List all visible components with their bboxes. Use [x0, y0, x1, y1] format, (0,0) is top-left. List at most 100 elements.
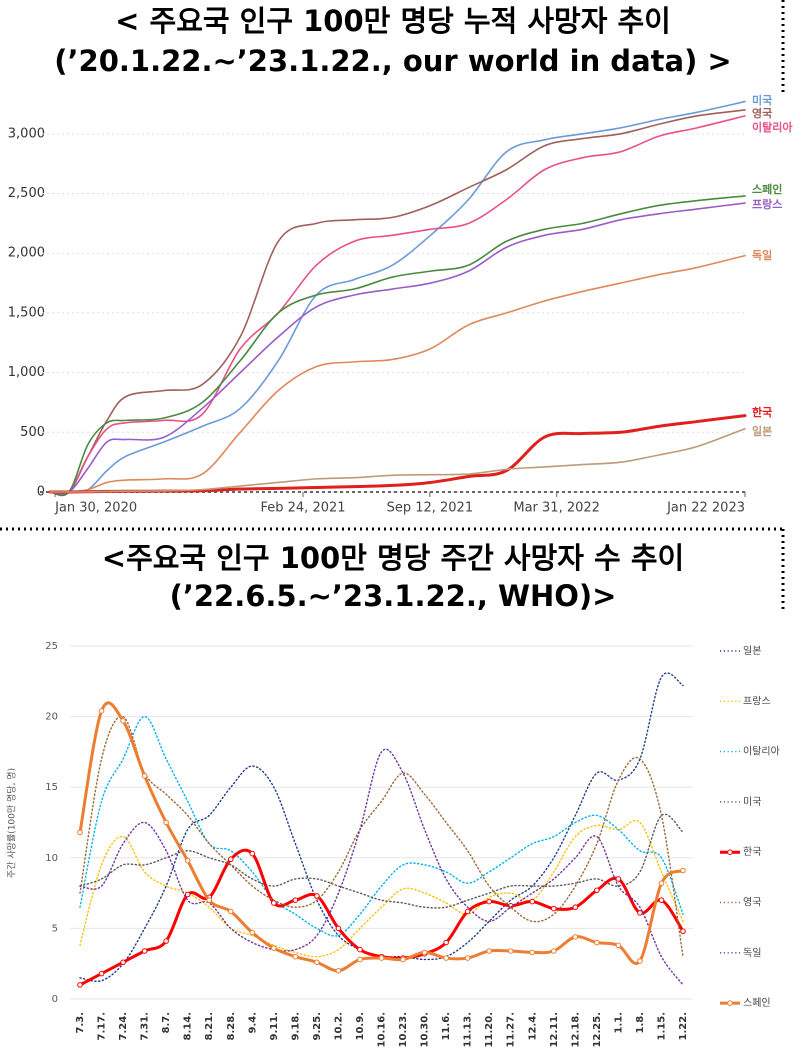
legend-label: 영국: [743, 897, 761, 909]
x-tick-label: 11.27.: [506, 1012, 517, 1047]
y-tick-label: 2,500: [8, 186, 45, 201]
data-point: [507, 948, 514, 954]
x-tick-label: 10.2.: [333, 1012, 344, 1040]
x-tick-label: 9.18.: [290, 1012, 301, 1040]
y-tick-label: 1,500: [8, 305, 45, 320]
chart-title: < 주요국 인구 100만 명당 누적 사망자 추이: [115, 4, 671, 38]
data-point: [120, 959, 126, 966]
data-point: [658, 880, 665, 887]
data-point: [464, 908, 471, 915]
series-line: [79, 672, 684, 982]
series-line: [49, 195, 746, 497]
data-point: [637, 910, 643, 916]
data-point: [680, 867, 686, 874]
x-tick-label: 7.31.: [140, 1012, 151, 1040]
legend-label: 프랑스: [743, 695, 771, 707]
series-line: [79, 819, 684, 958]
x-tick-label: 8.28.: [226, 1012, 237, 1040]
x-tick-label: 9.4.: [247, 1012, 258, 1034]
data-point: [249, 850, 256, 857]
data-point: [163, 819, 169, 826]
series-line: [78, 848, 685, 987]
series-line: [79, 715, 684, 937]
x-tick-label: 10.23.: [398, 1012, 409, 1047]
x-tick-label: 12.11.: [549, 1012, 560, 1047]
series-line: [49, 427, 746, 493]
x-tick-label: 11.13.: [463, 1012, 474, 1047]
y-tick-label: 0: [52, 994, 58, 1005]
series-line: [49, 202, 746, 495]
legend-label: 한국: [743, 846, 761, 858]
series-line: [49, 100, 746, 493]
x-tick-label: 10.16.: [377, 1012, 388, 1047]
series-label: 영국: [752, 107, 772, 120]
data-point: [292, 897, 299, 903]
data-point: [98, 708, 105, 714]
series-label: 스페인: [752, 182, 782, 196]
chart-subtitle: (’20.1.22.~’23.1.22., our world in data)…: [54, 44, 731, 78]
data-point: [357, 956, 363, 963]
data-point: [184, 857, 191, 864]
series-label: 이탈리아: [752, 120, 793, 134]
data-point: [141, 948, 148, 954]
x-tick-label: 12.4.: [527, 1012, 538, 1040]
legend-label: 미국: [743, 796, 761, 808]
legend-marker: [727, 849, 733, 856]
data-point: [594, 939, 600, 946]
y-tick-label: 500: [20, 425, 45, 440]
x-tick-label: 12.25.: [592, 1012, 603, 1047]
data-point: [292, 953, 299, 960]
data-point: [594, 887, 600, 894]
data-point: [421, 949, 428, 956]
data-point: [486, 948, 492, 954]
data-point: [227, 856, 234, 863]
data-point: [550, 948, 557, 954]
data-point: [443, 939, 449, 946]
x-tick-label: 9.25.: [312, 1012, 323, 1040]
data-point: [529, 949, 536, 956]
y-tick-label: 20: [45, 712, 58, 723]
data-point: [443, 955, 449, 961]
legend-label: 스페인: [743, 997, 771, 1009]
x-tick-label: Jan 30, 2020: [54, 501, 137, 516]
data-point: [357, 946, 363, 953]
y-tick-label: 10: [45, 853, 58, 864]
y-axis-label: 주간 사망률(100만 명당, 명): [7, 768, 18, 878]
x-tick-label: 1.8.: [635, 1012, 646, 1034]
data-point: [680, 928, 686, 935]
x-tick-label: 7.24.: [118, 1012, 129, 1040]
series-label: 프랑스: [752, 198, 782, 211]
y-tick-label: 5: [52, 923, 58, 934]
data-point: [206, 897, 213, 903]
data-point: [120, 718, 126, 724]
data-point: [400, 956, 406, 963]
data-point: [271, 945, 277, 951]
series-line: [49, 109, 746, 496]
series-line: [48, 414, 747, 494]
y-tick-label: 25: [45, 641, 58, 652]
series-label: 미국: [752, 93, 772, 107]
data-point: [163, 938, 169, 944]
x-tick-label: 8.14.: [183, 1012, 194, 1040]
data-point: [335, 925, 342, 932]
data-point: [615, 942, 622, 949]
data-point: [314, 959, 320, 966]
x-tick-label: Feb 24, 2021: [260, 501, 345, 516]
data-point: [658, 897, 665, 903]
data-point: [550, 905, 557, 912]
legend-label: 이탈리아: [743, 745, 780, 758]
x-tick-label: 12.18.: [570, 1012, 581, 1047]
data-point: [141, 773, 148, 779]
y-tick-label: 15: [45, 782, 58, 793]
data-point: [77, 982, 83, 988]
data-point: [464, 955, 471, 961]
legend-label: 일본: [743, 645, 761, 657]
series-line: [79, 715, 684, 958]
x-tick-label: 1.15.: [656, 1012, 667, 1040]
data-point: [77, 829, 83, 836]
data-point: [637, 958, 643, 964]
legend-marker: [727, 1000, 733, 1006]
x-tick-label: 11.20.: [484, 1012, 495, 1047]
series-line: [49, 115, 746, 495]
